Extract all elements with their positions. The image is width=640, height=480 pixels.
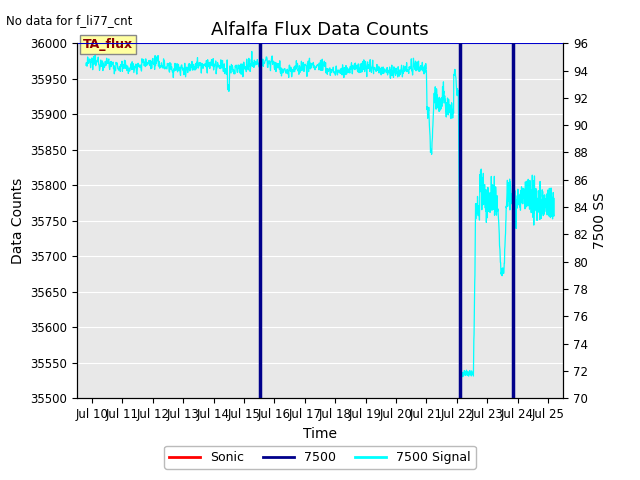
Text: No data for f_li77_cnt: No data for f_li77_cnt — [6, 14, 132, 27]
Title: Alfalfa Flux Data Counts: Alfalfa Flux Data Counts — [211, 21, 429, 39]
Y-axis label: Data Counts: Data Counts — [10, 178, 24, 264]
X-axis label: Time: Time — [303, 427, 337, 441]
Y-axis label: 7500 SS: 7500 SS — [593, 192, 607, 249]
Text: TA_flux: TA_flux — [83, 38, 133, 51]
Legend: Sonic, 7500, 7500 Signal: Sonic, 7500, 7500 Signal — [164, 446, 476, 469]
